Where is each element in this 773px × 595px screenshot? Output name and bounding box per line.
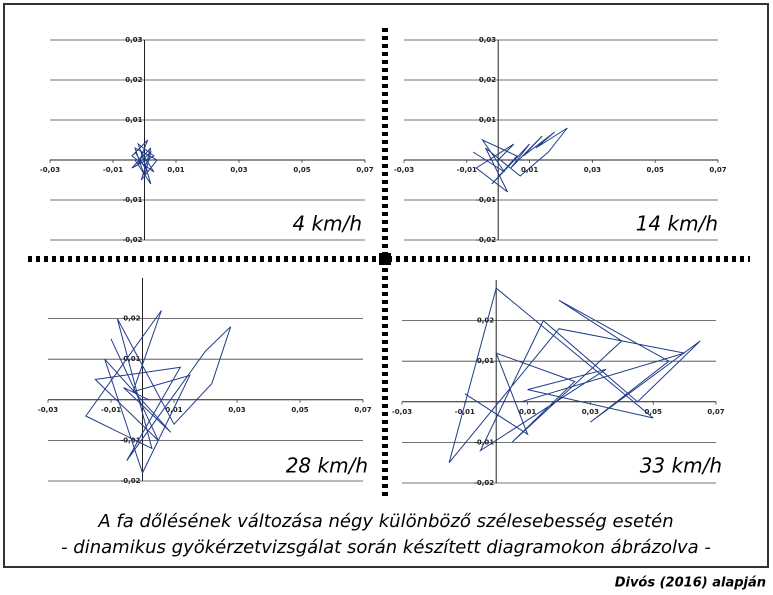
x-tick-label: 0,07 — [356, 166, 373, 174]
x-tick-label: 0,03 — [584, 166, 601, 174]
y-tick-label: -0,02 — [474, 479, 494, 487]
y-tick-label: -0,01 — [476, 196, 496, 204]
y-tick-label: -0,02 — [476, 236, 496, 244]
trajectory — [85, 310, 232, 475]
caption: A fa dőlésének változása négy különböző … — [97, 511, 673, 532]
y-tick-label: 0,02 — [477, 317, 494, 325]
x-tick-label: -0,03 — [38, 406, 58, 414]
x-tick-label: -0,03 — [394, 166, 414, 174]
x-tick-label: 0,01 — [521, 166, 538, 174]
x-tick-label: 0,05 — [291, 406, 308, 414]
x-tick-label: 0,05 — [293, 166, 310, 174]
x-tick-label: -0,03 — [392, 408, 412, 416]
x-tick-label: 0,01 — [167, 166, 184, 174]
x-tick-label: 0,01 — [165, 406, 182, 414]
y-tick-label: -0,01 — [120, 436, 140, 444]
y-tick-label: 0,02 — [123, 315, 140, 323]
x-tick-label: -0,01 — [101, 406, 121, 414]
y-tick-label: 0,03 — [125, 36, 142, 44]
x-tick-label: -0,01 — [457, 166, 477, 174]
x-tick-label: 0,05 — [645, 408, 662, 416]
trajectory — [131, 139, 158, 185]
y-tick-label: -0,02 — [120, 477, 140, 485]
y-tick-label: 0,01 — [123, 355, 140, 363]
panel-title: 28 km/h — [286, 454, 368, 478]
y-tick-label: 0,02 — [125, 76, 142, 84]
y-tick-label: 0,01 — [477, 357, 494, 365]
x-tick-label: 0,07 — [709, 166, 726, 174]
x-tick-label: 0,07 — [707, 408, 724, 416]
y-tick-label: -0,02 — [122, 236, 142, 244]
x-tick-label: -0,03 — [40, 166, 60, 174]
x-tick-label: 0,03 — [228, 406, 245, 414]
x-tick-label: -0,01 — [455, 408, 475, 416]
x-tick-label: -0,01 — [103, 166, 123, 174]
x-tick-label: 0,01 — [519, 408, 536, 416]
x-tick-label: 0,03 — [582, 408, 599, 416]
caption: - dinamikus gyökérzetvizsgálat során kés… — [61, 537, 711, 558]
panel-title: 14 km/h — [636, 212, 718, 236]
trajectory — [472, 127, 568, 193]
x-tick-label: 0,07 — [354, 406, 371, 414]
y-tick-label: 0,02 — [479, 76, 496, 84]
divider-cross — [379, 253, 391, 265]
y-tick-label: 0,03 — [479, 36, 496, 44]
y-tick-label: 0,01 — [125, 116, 142, 124]
y-tick-label: 0,01 — [479, 116, 496, 124]
panel-title: 33 km/h — [640, 454, 722, 478]
x-tick-label: 0,05 — [647, 166, 664, 174]
y-tick-label: -0,01 — [122, 196, 142, 204]
x-tick-label: 0,03 — [230, 166, 247, 174]
credit: Divós (2016) alapján — [615, 576, 766, 591]
panel-title: 4 km/h — [292, 212, 362, 236]
trajectory — [448, 287, 701, 464]
